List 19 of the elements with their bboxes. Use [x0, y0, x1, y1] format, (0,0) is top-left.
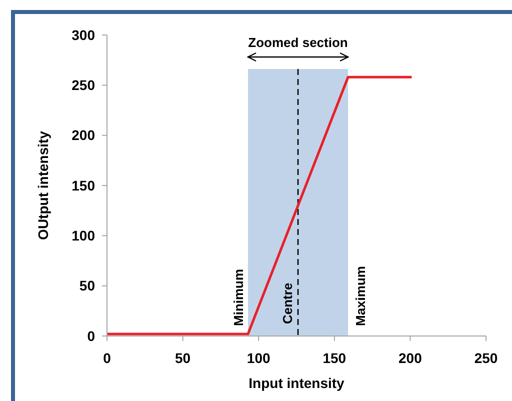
- y-tick-label: 0: [87, 328, 96, 344]
- annotation: Maximum: [353, 266, 368, 326]
- x-tick-label: 50: [175, 350, 191, 366]
- ref-line-label: Centre: [280, 282, 296, 324]
- y-tick-label: 250: [72, 77, 96, 94]
- x-tick-label: 200: [398, 350, 422, 366]
- band-label: Zoomed section: [248, 35, 348, 50]
- x-tick-label: 100: [246, 350, 270, 366]
- y-tick-label: 300: [72, 26, 96, 43]
- y-tick-label: 50: [79, 278, 96, 294]
- x-axis-title: Input intensity: [248, 375, 345, 391]
- y-axis-title: OUtput intensity: [35, 130, 51, 240]
- y-tick-label: 200: [72, 127, 96, 144]
- x-tick-label: 250: [474, 350, 498, 366]
- x-tick-label: 0: [103, 350, 112, 366]
- y-tick-label: 150: [72, 177, 96, 194]
- annotation: Minimum: [230, 268, 246, 326]
- x-tick-label: 150: [322, 350, 346, 366]
- y-tick-label: 100: [72, 228, 96, 244]
